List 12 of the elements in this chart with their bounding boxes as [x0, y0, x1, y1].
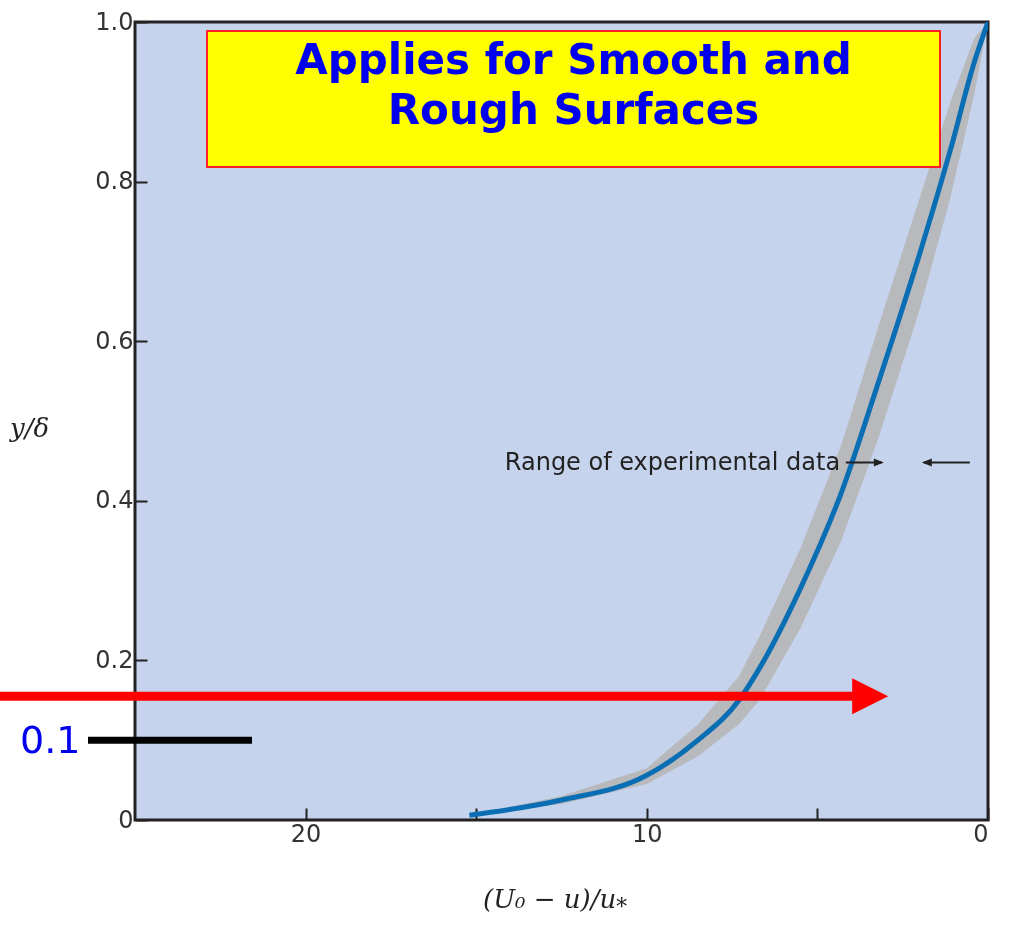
x-tick-label: 10 [632, 819, 663, 848]
x-axis-title: (U₀ − u)/u$_{*}$ [483, 884, 628, 920]
x-tick-label: 20 [290, 819, 322, 848]
ref-line-label: 0.1 [20, 718, 81, 763]
annotation: Range of experimental data [504, 448, 841, 477]
y-tick-label: 0.4 [95, 486, 134, 515]
y-tick-label: 0.2 [95, 645, 134, 674]
y-axis-title: y/δ [10, 413, 50, 444]
y-tick-label: 0.8 [95, 167, 134, 196]
y-tick-label: 0.6 [95, 326, 134, 355]
y-tick-label: 1.0 [95, 7, 134, 36]
x-tick-label: 0 [973, 819, 989, 848]
